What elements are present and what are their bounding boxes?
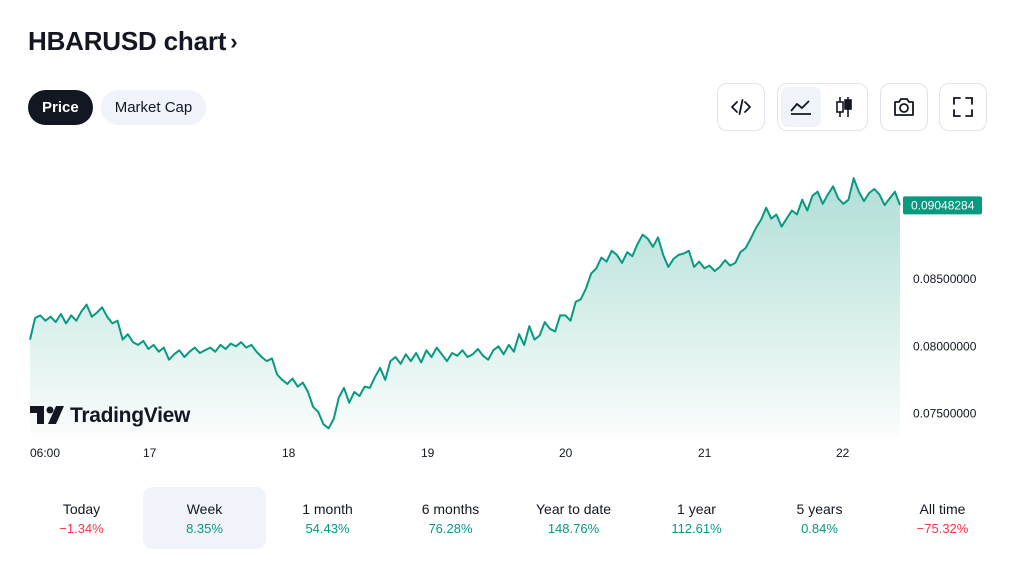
y-tick-label: 0.08000000 [913,339,977,353]
range-change: 148.76% [547,520,600,536]
range-week[interactable]: Week 8.35% [143,487,266,549]
chart-title-link[interactable]: HBARUSD chart › [28,26,238,57]
chart-style-toggle [777,83,868,131]
candlestick-button[interactable] [824,87,864,127]
tradingview-watermark: TradingView [30,404,190,428]
x-tick-label: 18 [282,446,296,460]
range-5-years[interactable]: 5 years 0.84% [758,487,881,549]
x-tick-label: 22 [836,446,850,460]
y-tick-label: 0.07500000 [913,406,977,420]
snapshot-button[interactable] [880,83,928,131]
x-tick-label: 19 [421,446,435,460]
range-change: 0.84% [801,520,838,536]
range-change: 76.28% [428,520,473,536]
y-tick-label: 0.08500000 [913,272,977,286]
last-price-label: 0.09048284 [911,198,975,212]
tradingview-wordmark: TradingView [70,404,191,427]
range-label: Week [186,500,223,517]
line-chart-button[interactable] [781,87,821,127]
x-axis: 06:00 17 18 19 20 21 22 [30,446,850,460]
range-label: All time [919,500,966,517]
fullscreen-icon [953,97,973,117]
chevron-right-icon: › [230,28,238,54]
range-all-time[interactable]: All time −75.32% [881,487,1004,549]
range-year-to-date[interactable]: Year to date 148.76% [512,487,635,549]
range-change: 54.43% [305,520,350,536]
tradingview-logo-icon [30,406,64,424]
range-label: Today [62,500,101,517]
range-label: 5 years [796,500,843,517]
range-change: 8.35% [186,520,223,536]
line-chart-icon [790,100,811,115]
range-label: Year to date [536,500,611,517]
price-chart[interactable]: 0.07500000 0.08000000 0.08500000 06:00 17 18… [0,140,1024,470]
embed-button[interactable] [717,83,765,131]
price-area-fill [30,178,900,435]
range-label: 1 month [302,500,353,517]
range-label: 1 year [677,500,716,517]
range-change: 112.61% [671,520,722,536]
metric-tabs: Price Market Cap [28,90,207,125]
time-range-selector: Today −1.34% Week 8.35% 1 month 54.43% 6 month… [20,487,1004,549]
range-6-months[interactable]: 6 months 76.28% [389,487,512,549]
tab-market-cap[interactable]: Market Cap [100,90,207,125]
y-axis: 0.07500000 0.08000000 0.08500000 [913,272,977,420]
price-line [29,177,901,430]
range-label: 6 months [421,500,480,517]
embed-code-icon [731,99,751,115]
range-1-month[interactable]: 1 month 54.43% [266,487,389,549]
x-tick-label: 21 [698,446,712,460]
last-price-tag-bg [903,196,982,215]
range-change: −75.32% [916,520,969,536]
fullscreen-button[interactable] [939,83,987,131]
range-today[interactable]: Today −1.34% [20,487,143,549]
x-tick-label: 17 [143,446,157,460]
candlestick-icon [836,97,852,117]
last-price-tag: 0.09048284 [903,196,982,215]
tab-price[interactable]: Price [28,90,93,125]
range-1-year[interactable]: 1 year 112.61% [635,487,758,549]
x-tick-label: 20 [559,446,573,460]
page-title: HBARUSD chart [28,26,227,56]
camera-icon [894,98,914,116]
range-change: −1.34% [59,520,104,536]
x-tick-label: 06:00 [30,446,60,460]
